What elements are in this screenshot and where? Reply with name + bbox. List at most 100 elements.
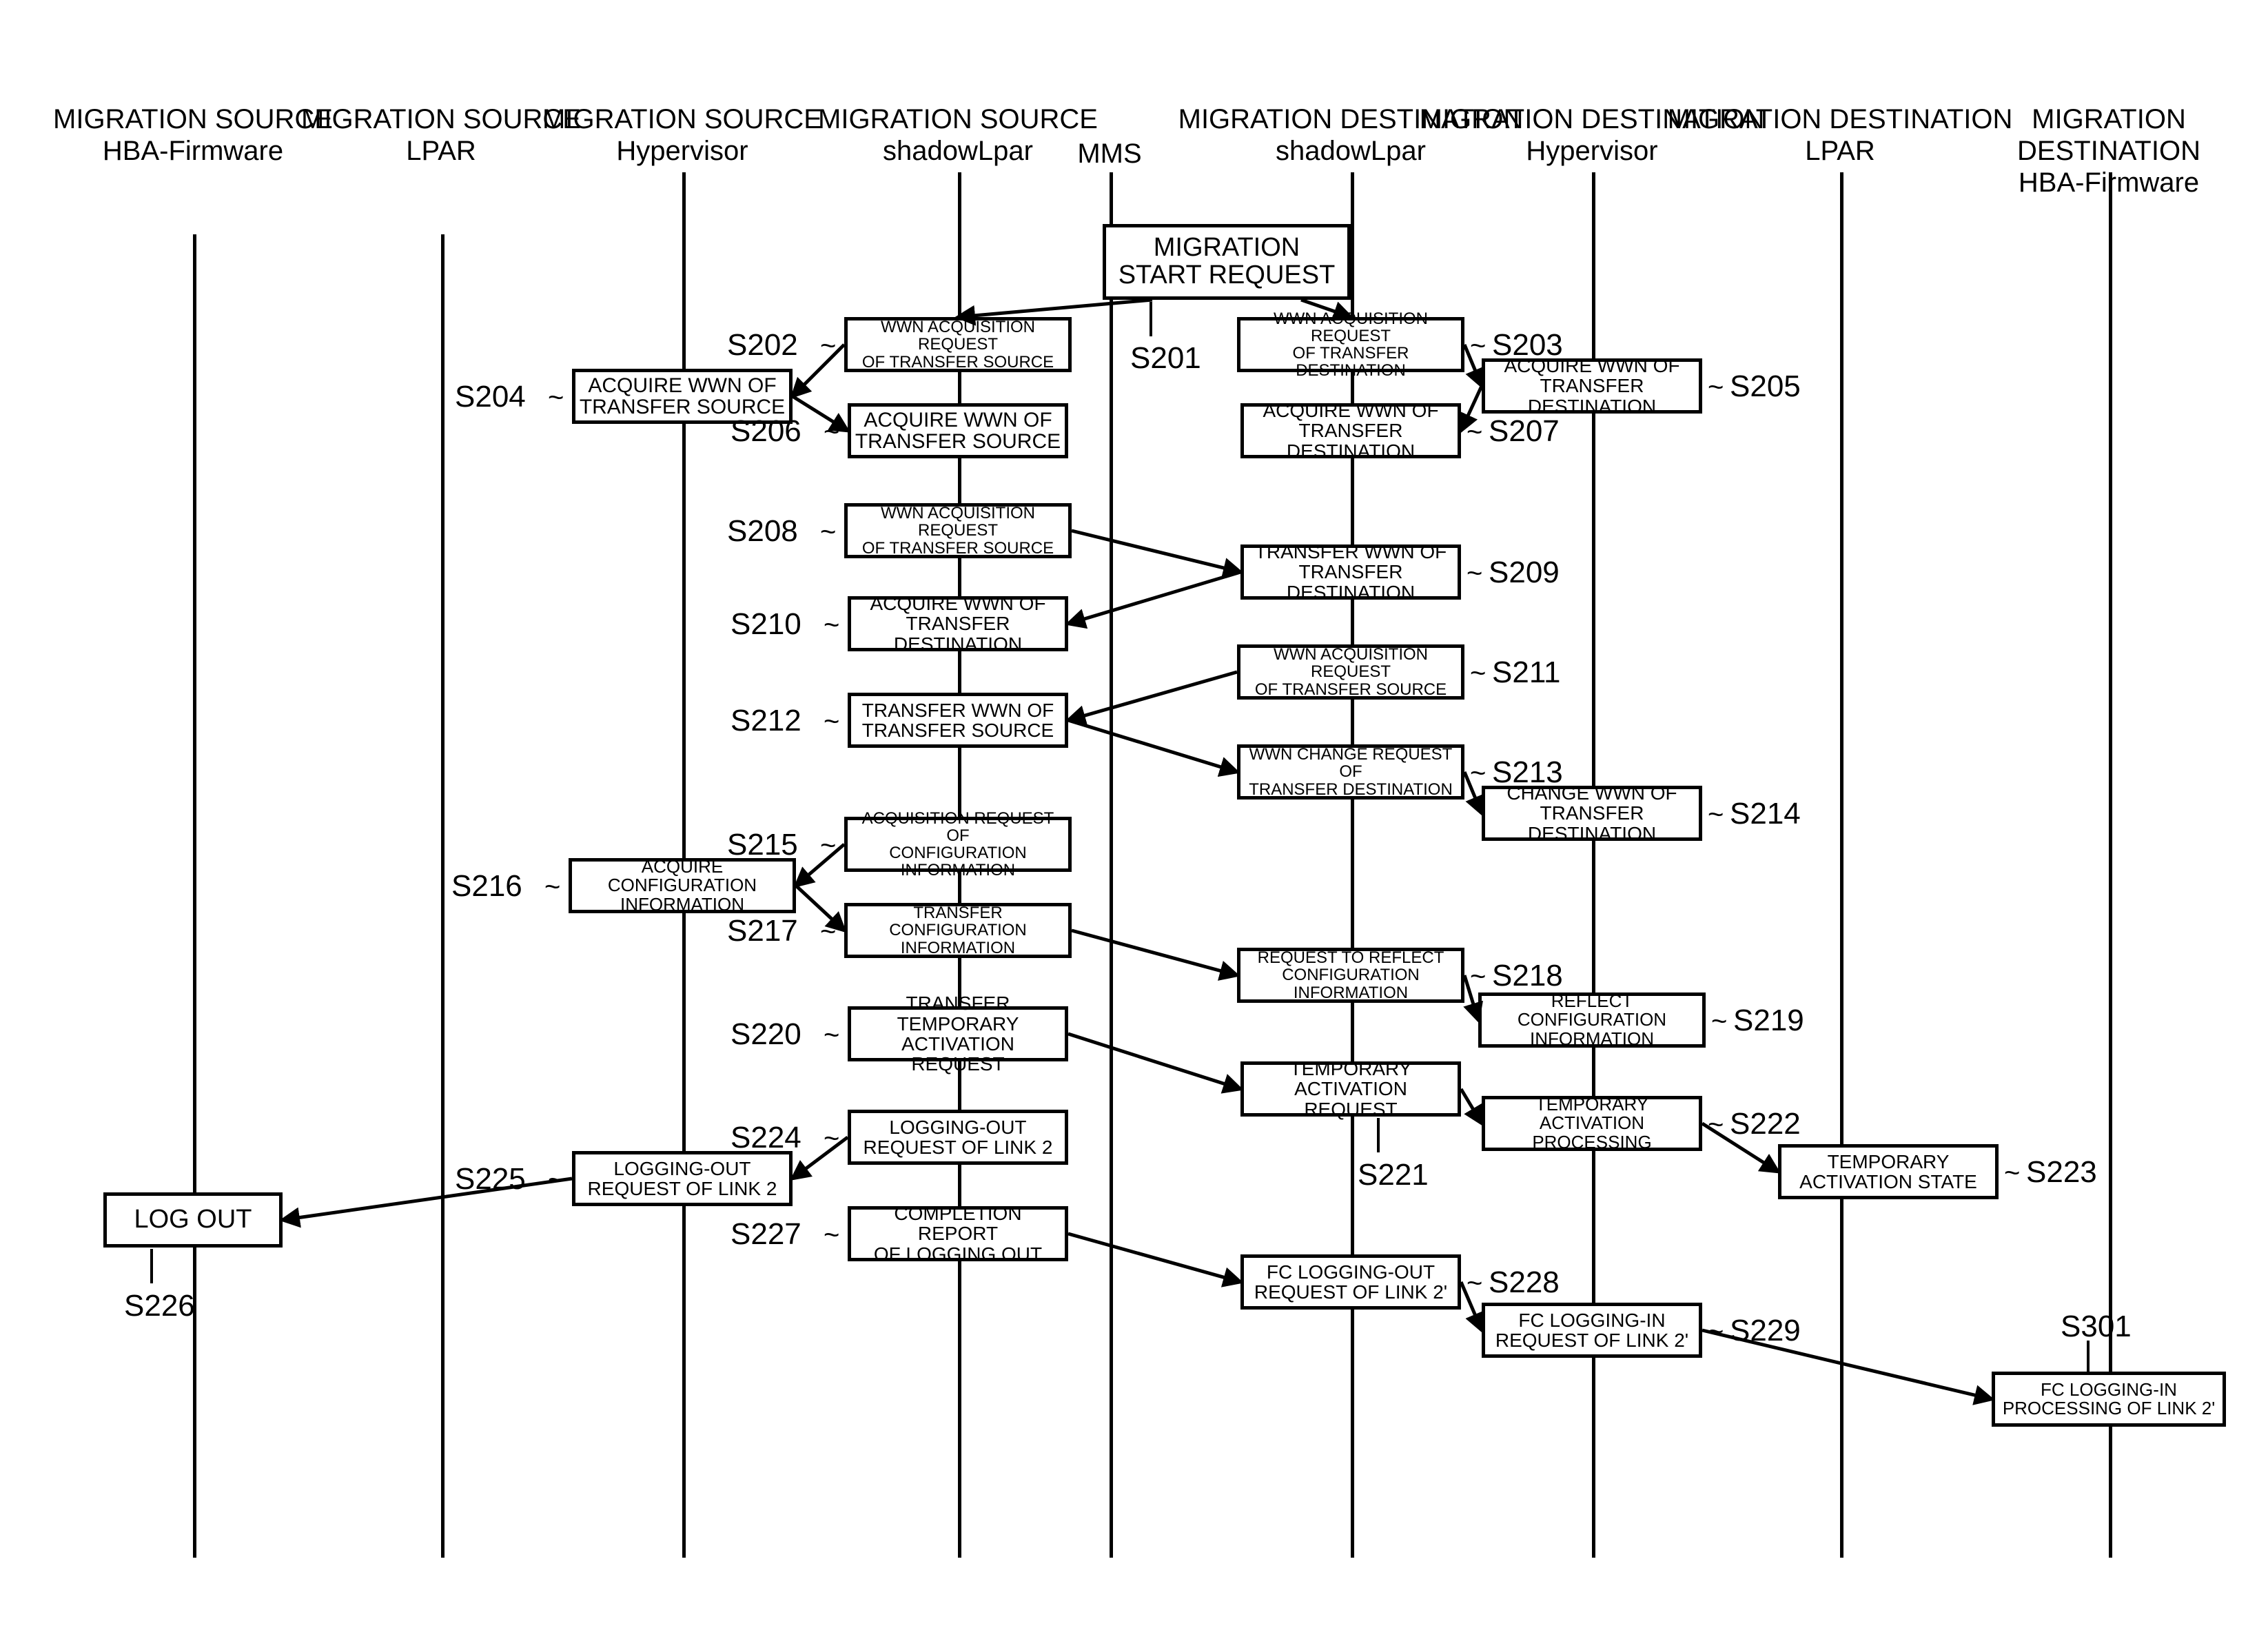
tilde-s227: ~: [824, 1220, 839, 1251]
lifeline-dst-shad: [1351, 172, 1354, 1558]
tilde-s228: ~: [1467, 1268, 1482, 1299]
step-box-s209: TRANSFER WWN OF TRANSFER DESTINATION: [1240, 544, 1461, 600]
step-box-s215: ACQUISITION REQUEST OF CONFIGURATION INF…: [844, 817, 1072, 872]
step-box-s202: WWN ACQUISITION REQUEST OF TRANSFER SOUR…: [844, 317, 1072, 372]
tilde-s212: ~: [824, 706, 839, 737]
lifeline-src-hba: [193, 234, 196, 1558]
diagram-canvas: MIGRATION SOURCE HBA-FirmwareMIGRATION S…: [0, 0, 2268, 1639]
step-box-s301: FC LOGGING-IN PROCESSING OF LINK 2': [1992, 1372, 2226, 1427]
step-box-s228: FC LOGGING-OUT REQUEST OF LINK 2': [1240, 1254, 1461, 1310]
tilde-s209: ~: [1467, 558, 1482, 589]
tilde-s204: ~: [548, 383, 564, 414]
step-box-s213: WWN CHANGE REQUEST OF TRANSFER DESTINATI…: [1237, 744, 1464, 800]
step-label-s207: S207: [1489, 414, 1560, 449]
step-label-s217: S217: [727, 914, 798, 948]
step-box-s229: FC LOGGING-IN REQUEST OF LINK 2': [1482, 1303, 1702, 1358]
step-label-s214: S214: [1730, 797, 1801, 831]
lane-label-src-shad: MIGRATION SOURCE shadowLpar: [818, 103, 1098, 167]
step-label-s215: S215: [727, 828, 798, 862]
lifeline-mms: [1110, 172, 1113, 1558]
step-box-s201: MIGRATION START REQUEST: [1103, 224, 1351, 300]
step-label-s225: S225: [455, 1162, 526, 1197]
tilde-s216: ~: [544, 872, 560, 903]
lane-label-dst-lpar: MIGRATION DESTINATION LPAR: [1668, 103, 2013, 167]
tilde-s219: ~: [1711, 1006, 1727, 1037]
step-label-s221: S221: [1358, 1158, 1429, 1192]
step-label-s223: S223: [2026, 1155, 2097, 1190]
tilde-s210: ~: [824, 610, 839, 641]
step-label-s201: S201: [1130, 341, 1201, 376]
tilde-s222: ~: [1708, 1110, 1724, 1141]
step-box-s214: CHANGE WWN OF TRANSFER DESTINATION: [1482, 786, 1702, 841]
step-box-s212: TRANSFER WWN OF TRANSFER SOURCE: [848, 693, 1068, 748]
step-box-s226: LOG OUT: [103, 1192, 283, 1248]
tilde-s203: ~: [1470, 331, 1486, 362]
step-label-s224: S224: [731, 1121, 801, 1155]
lane-label-src-hba: MIGRATION SOURCE HBA-Firmware: [53, 103, 333, 167]
tilde-s208: ~: [820, 517, 836, 548]
step-box-s222: TEMPORARY ACTIVATION PROCESSING: [1482, 1096, 1702, 1151]
tilde-s225: ~: [548, 1165, 564, 1196]
step-label-s209: S209: [1489, 556, 1560, 590]
arrow-s225-s226: [283, 1179, 572, 1220]
arrow-s227-s228: [1068, 1234, 1240, 1282]
step-box-s227: COMPLETION REPORT OF LOGGING OUT: [848, 1206, 1068, 1261]
step-label-s212: S212: [731, 704, 801, 738]
step-box-s223: TEMPORARY ACTIVATION STATE: [1778, 1144, 1999, 1199]
step-box-s208: WWN ACQUISITION REQUEST OF TRANSFER SOUR…: [844, 503, 1072, 558]
tilde-s205: ~: [1708, 372, 1724, 403]
tilde-s202: ~: [820, 331, 836, 362]
step-label-s211: S211: [1492, 655, 1561, 690]
step-box-s205: ACQUIRE WWN OF TRANSFER DESTINATION: [1482, 358, 1702, 414]
step-box-s217: TRANSFER CONFIGURATION INFORMATION: [844, 903, 1072, 958]
step-box-s211: WWN ACQUISITION REQUEST OF TRANSFER SOUR…: [1237, 644, 1464, 700]
arrow-s217-s218: [1072, 930, 1237, 975]
arrow-s211-s212: [1068, 672, 1237, 720]
step-label-s227: S227: [731, 1217, 801, 1252]
arrow-s202-s204: [793, 345, 844, 396]
step-label-s222: S222: [1730, 1107, 1801, 1141]
step-label-s205: S205: [1730, 369, 1801, 404]
step-label-s218: S218: [1492, 959, 1563, 993]
step-box-s207: ACQUIRE WWN OF TRANSFER DESTINATION: [1240, 403, 1461, 458]
step-box-s219: REFLECT CONFIGURATION INFORMATION: [1478, 992, 1706, 1048]
step-label-s213: S213: [1492, 755, 1563, 790]
tilde-s211: ~: [1470, 658, 1486, 689]
tilde-s217: ~: [820, 917, 836, 948]
step-label-s228: S228: [1489, 1265, 1560, 1300]
lifeline-dst-hba: [2109, 172, 2112, 1558]
arrow-s201-s202: [958, 300, 1152, 317]
step-label-s206: S206: [731, 414, 801, 449]
lifeline-dst-lpar: [1840, 172, 1843, 1558]
step-box-s206: ACQUIRE WWN OF TRANSFER SOURCE: [848, 403, 1068, 458]
step-box-s210: ACQUIRE WWN OF TRANSFER DESTINATION: [848, 596, 1068, 651]
lifeline-src-lpar: [441, 234, 445, 1558]
tilde-s220: ~: [824, 1020, 839, 1051]
lane-label-mms: MMS: [1077, 138, 1141, 170]
step-label-s226: S226: [124, 1289, 195, 1323]
step-label-s204: S204: [455, 380, 526, 414]
step-box-s203: WWN ACQUISITION REQUEST OF TRANSFER DEST…: [1237, 317, 1464, 372]
step-box-s225: LOGGING-OUT REQUEST OF LINK 2: [572, 1151, 793, 1206]
arrow-s208-s209: [1072, 531, 1240, 572]
step-box-s221: TEMPORARY ACTIVATION REQUEST: [1240, 1061, 1461, 1117]
tilde-s207: ~: [1467, 417, 1482, 448]
arrow-s220-s221: [1068, 1034, 1240, 1089]
step-box-s224: LOGGING-OUT REQUEST OF LINK 2: [848, 1110, 1068, 1165]
step-label-s208: S208: [727, 514, 798, 549]
arrow-s209-s210: [1068, 572, 1240, 624]
tilde-s206: ~: [824, 417, 839, 448]
arrow-s212-s213: [1068, 720, 1237, 772]
step-label-s216: S216: [451, 869, 522, 904]
step-label-s219: S219: [1733, 1004, 1804, 1038]
step-box-s216: ACQUIRE CONFIGURATION INFORMATION: [569, 858, 796, 913]
step-box-s220: TRANSFER TEMPORARY ACTIVATION REQUEST: [848, 1006, 1068, 1061]
lane-label-src-hyp: MIGRATION SOURCE Hypervisor: [542, 103, 822, 167]
lane-label-src-lpar: MIGRATION SOURCE LPAR: [301, 103, 581, 167]
step-label-s220: S220: [731, 1017, 801, 1052]
arrow-s221-s222: [1461, 1089, 1482, 1123]
step-label-s229: S229: [1730, 1314, 1801, 1348]
step-label-s210: S210: [731, 607, 801, 642]
tilde-s229: ~: [1708, 1316, 1724, 1347]
tilde-s218: ~: [1470, 961, 1486, 992]
